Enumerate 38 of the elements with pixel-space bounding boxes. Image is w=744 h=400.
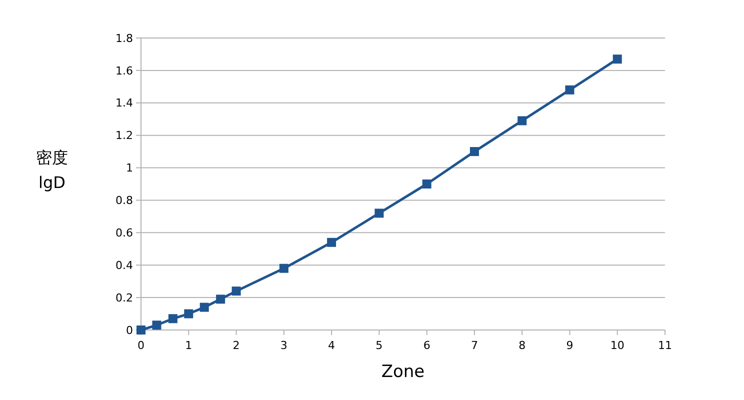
point xyxy=(612,54,622,64)
x-tick-label: 10 xyxy=(610,339,624,352)
y-tick-label: 0.2 xyxy=(116,291,133,304)
x-tick-label: 1 xyxy=(185,339,192,352)
point xyxy=(200,302,209,312)
y-tick-label: 0.8 xyxy=(116,194,133,208)
y-tick-label: 0.6 xyxy=(116,226,133,240)
point xyxy=(327,238,336,247)
y-tick-label: 1.4 xyxy=(116,96,133,110)
point xyxy=(565,85,574,94)
x-tick-label: 4 xyxy=(328,339,336,352)
point xyxy=(232,286,241,296)
point xyxy=(374,208,384,218)
x-tick-label: 5 xyxy=(376,339,383,352)
x-tick-label: 6 xyxy=(423,339,430,352)
point xyxy=(470,147,479,156)
point xyxy=(152,320,162,330)
y-tick-label: 1.8 xyxy=(116,32,133,45)
point xyxy=(184,309,194,318)
y-axis-title: 密度 lgD xyxy=(36,148,68,192)
point xyxy=(168,314,178,324)
point xyxy=(518,116,527,126)
point xyxy=(279,264,288,273)
y-tick-label: 0.4 xyxy=(116,258,133,272)
y-tick-label: 1 xyxy=(126,162,133,175)
x-tick-label: 8 xyxy=(518,339,526,352)
x-tick-label: 0 xyxy=(138,339,144,352)
x-tick-label: 11 xyxy=(658,339,672,352)
x-tick-label: 2 xyxy=(232,339,240,352)
x-tick-label: 3 xyxy=(280,339,288,352)
x-tick-label: 7 xyxy=(470,339,478,352)
x-tick-label: 9 xyxy=(566,339,574,352)
y-tick-label: 1.6 xyxy=(116,64,133,78)
point xyxy=(422,180,432,188)
y-tick-label: 0 xyxy=(126,324,133,337)
x-axis-title: Zone xyxy=(381,362,425,382)
point xyxy=(216,294,226,304)
y-tick-label: 1.2 xyxy=(116,129,133,142)
